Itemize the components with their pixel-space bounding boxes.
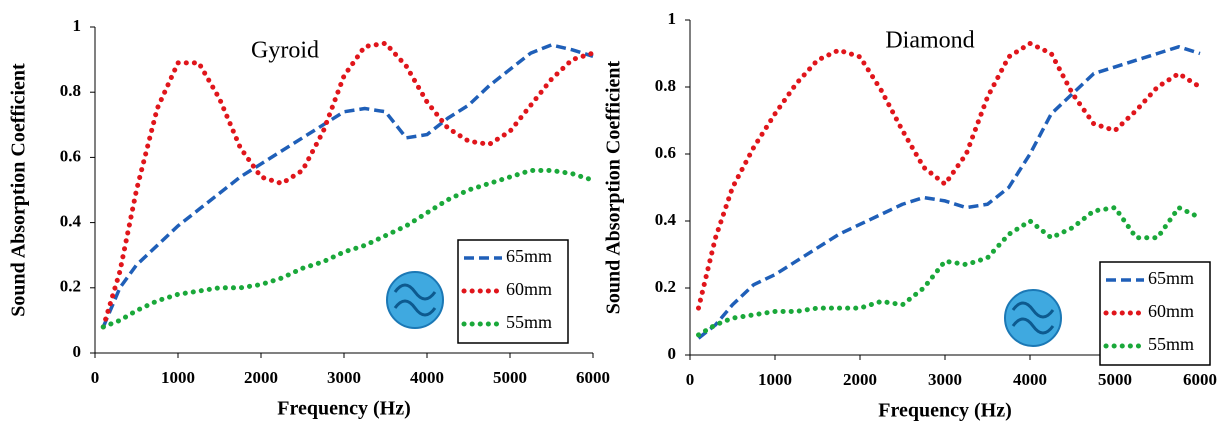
y-tick-label: 0.8 [60,81,81,100]
y-tick-label: 0.4 [655,210,677,229]
legend-label: 55mm [506,312,552,332]
x-tick-label: 2000 [843,370,877,389]
legend-label: 65mm [506,246,552,266]
x-tick-label: 6000 [1183,370,1217,389]
x-tick-label: 6000 [576,368,610,387]
x-tick-label: 3000 [928,370,962,389]
series-line [100,167,596,330]
x-tick-label: 2000 [244,368,278,387]
y-tick-label: 0.6 [655,143,676,162]
x-axis-label: Frequency (Hz) [878,400,1012,422]
legend-box [1099,261,1211,366]
sample-icon [1004,289,1062,347]
y-tick-label: 0.6 [60,146,81,165]
series-line [697,45,1201,340]
legend-label: 55mm [1148,334,1194,354]
series-line [696,40,1203,311]
y-tick-label: 1 [668,9,677,28]
legend-label: 60mm [506,279,552,299]
series-line [100,40,596,330]
x-tick-label: 5000 [493,368,527,387]
x-tick-label: 5000 [1098,370,1132,389]
y-tick-label: 0.2 [60,277,81,296]
x-tick-label: 4000 [1013,370,1047,389]
chart-title: Diamond [885,28,974,54]
y-tick-label: 0.2 [655,277,676,296]
x-axis-label: Frequency (Hz) [277,398,411,420]
legend-label: 60mm [1148,301,1194,321]
sample-icon-pattern [1011,301,1055,335]
sample-icon [386,271,444,329]
legend-box [457,239,569,344]
y-tick-label: 0.4 [60,212,82,231]
x-tick-label: 1000 [758,370,792,389]
x-tick-label: 0 [91,368,100,387]
y-axis-label: Sound Absorption Coefficient [8,63,30,317]
series-line [696,205,1203,338]
y-tick-label: 1 [73,16,82,35]
sample-icon-pattern [393,283,437,317]
x-tick-label: 3000 [327,368,361,387]
chart-title: Gyroid [251,38,319,64]
x-tick-label: 4000 [410,368,444,387]
series-line [101,43,594,328]
legend-label: 65mm [1148,268,1194,288]
y-tick-label: 0 [73,342,82,361]
x-tick-label: 0 [686,370,695,389]
x-tick-label: 1000 [161,368,195,387]
y-tick-label: 0.8 [655,76,676,95]
y-tick-label: 0 [668,344,677,363]
y-axis-label: Sound Absorption Coefficient [603,60,625,314]
